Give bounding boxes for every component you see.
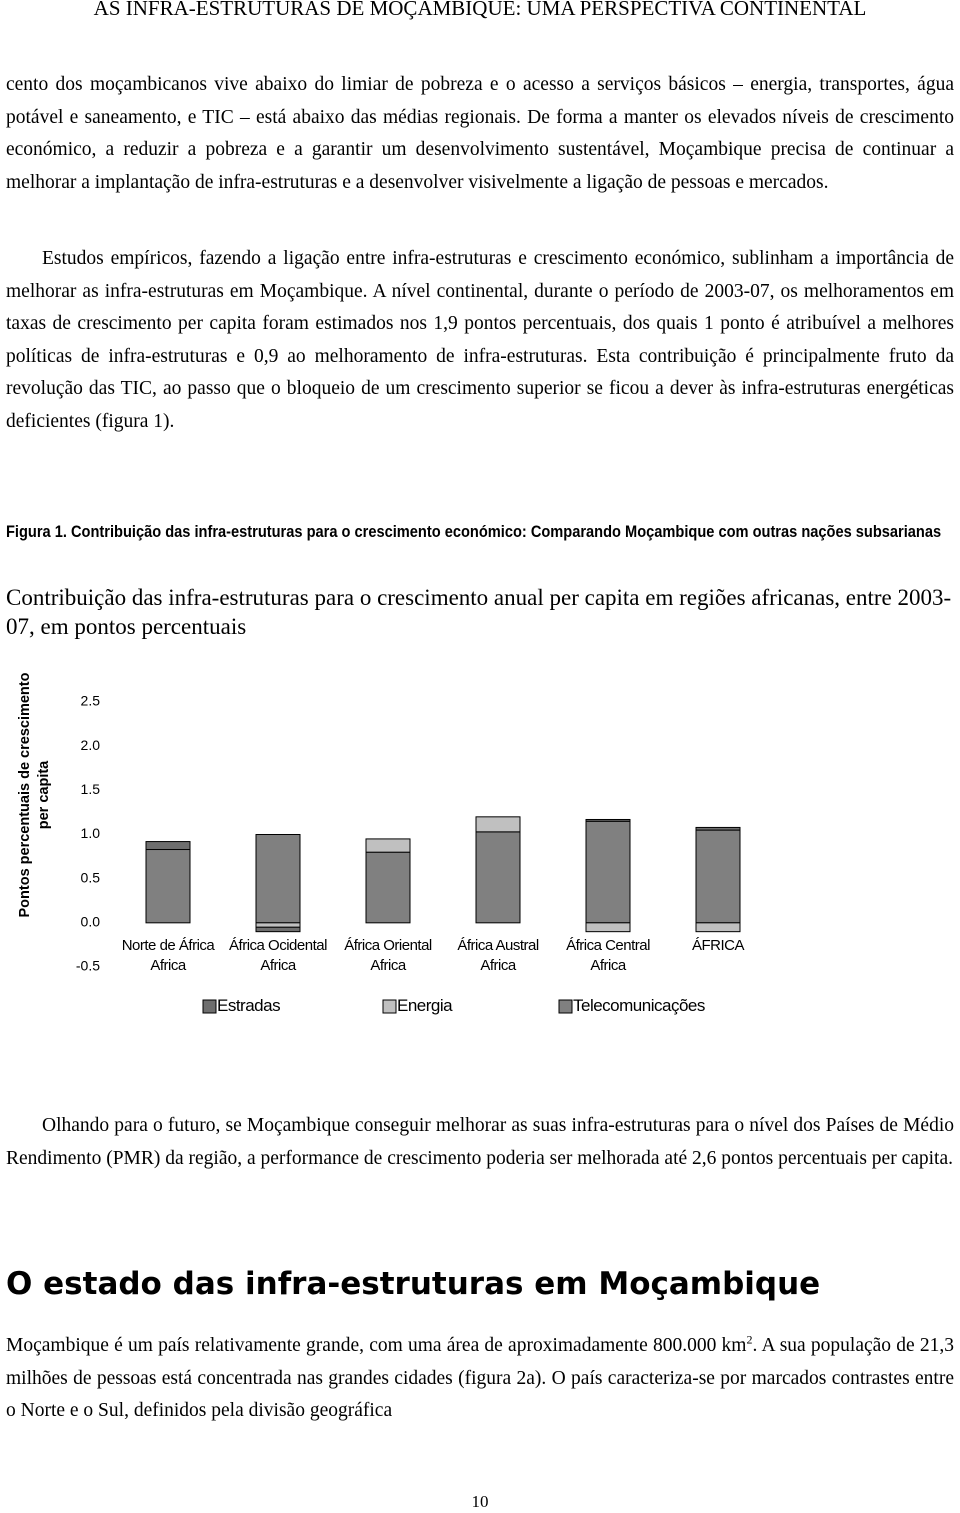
y-tick-label: 2.5 (81, 693, 101, 709)
bar-segment (475, 816, 521, 833)
bar-segment (145, 849, 191, 924)
y-tick-label: 1.5 (81, 781, 101, 797)
x-tick-label: África Oriental Africa (344, 937, 432, 974)
y-tick-label: 0.5 (81, 869, 101, 885)
bar-segment (145, 841, 191, 851)
y-tick-label: 0.0 (81, 914, 101, 930)
bar-segment (365, 838, 411, 853)
x-tick-label: África Ocidental Africa (229, 937, 327, 974)
bar-segment (695, 826, 741, 831)
running-header: AS INFRA-ESTRUTURAS DE MOÇAMBIQUE: UMA P… (93, 0, 867, 20)
y-tick-label: 2.0 (81, 737, 101, 753)
paragraph: Moçambique é um país relativamente grand… (6, 1330, 954, 1428)
figure-caption: Figura 1. Contribuição das infra-estrutu… (6, 522, 942, 541)
bar-segment (365, 851, 411, 924)
bar-segment (255, 926, 301, 933)
page-number: 10 (471, 1492, 489, 1511)
legend-swatch (558, 999, 573, 1014)
x-tick-label: Norte de África Africa (121, 937, 215, 974)
x-tick-label: ÁFRICA (691, 937, 745, 954)
paragraph: Estudos empíricos, fazendo a ligação ent… (6, 248, 954, 432)
legend-label: Estradas (217, 996, 281, 1015)
x-tick-label: África Central Africa (566, 937, 650, 974)
bar-segment (695, 922, 741, 933)
paragraph: Olhando para o futuro, se Moçambique con… (6, 1115, 954, 1169)
bar-segment (585, 818, 631, 822)
superscript: 2 (746, 1332, 753, 1347)
bar-segment (585, 922, 631, 933)
bar-segment (255, 922, 301, 928)
x-tick-label: África Austral Africa (457, 937, 539, 974)
section-heading: O estado das infra-estruturas em Moçambi… (6, 1266, 821, 1302)
legend-swatch (202, 999, 217, 1014)
legend-label: Telecomunicações (573, 996, 705, 1015)
bar-segment (585, 820, 631, 924)
bar-segment (255, 834, 301, 924)
text: . A sua população de 21,3 milhões de pes… (6, 1335, 954, 1421)
text: Moçambique é um país relativamente grand… (6, 1335, 747, 1356)
legend-label: Energia (397, 996, 453, 1015)
bar-segment (695, 829, 741, 924)
chart-title: Contribuição das infra-estruturas para o… (6, 585, 952, 639)
legend-swatch (382, 999, 397, 1014)
paragraph: cento dos moçambicanos vive abaixo do li… (6, 74, 954, 193)
bar-segment (475, 831, 521, 924)
y-tick-label: 1.0 (81, 825, 101, 841)
y-tick-label: -0.5 (76, 958, 100, 974)
